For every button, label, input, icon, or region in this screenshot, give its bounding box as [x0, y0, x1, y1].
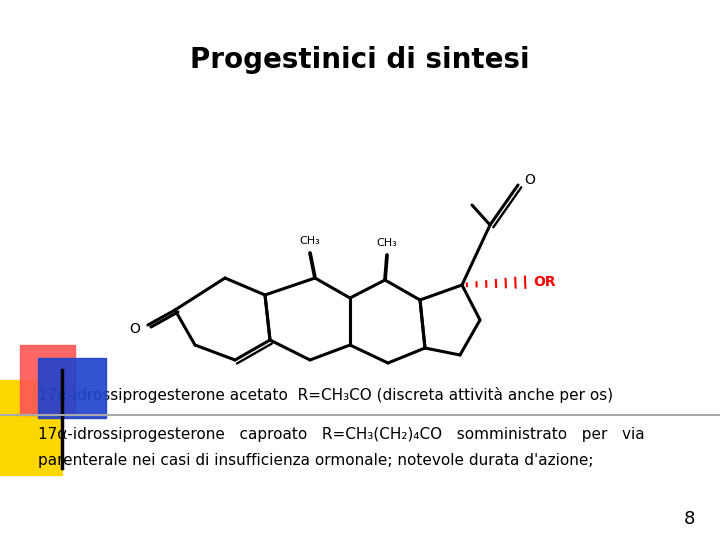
Text: O: O	[129, 322, 140, 336]
Text: CH₃: CH₃	[300, 236, 320, 246]
Text: O: O	[524, 173, 535, 187]
Bar	[38, 358, 106, 418]
Text: 8: 8	[683, 510, 695, 528]
Bar	[0, 380, 62, 475]
Text: 17α-idrossiprogesterone   caproato   R=CH₃(CH₂)₄CO   somministrato   per   via: 17α-idrossiprogesterone caproato R=CH₃(C…	[38, 428, 644, 442]
Text: 17α-idrossiprogesterone acetato  R=CH₃CO (discreta attività anche per os): 17α-idrossiprogesterone acetato R=CH₃CO …	[38, 387, 613, 403]
Text: Progestinici di sintesi: Progestinici di sintesi	[190, 46, 530, 74]
Text: parenterale nei casi di insufficienza ormonale; notevole durata d'azione;: parenterale nei casi di insufficienza or…	[38, 453, 593, 468]
Text: CH₃: CH₃	[377, 238, 397, 248]
Bar	[20, 345, 75, 415]
Text: OR: OR	[533, 275, 556, 289]
